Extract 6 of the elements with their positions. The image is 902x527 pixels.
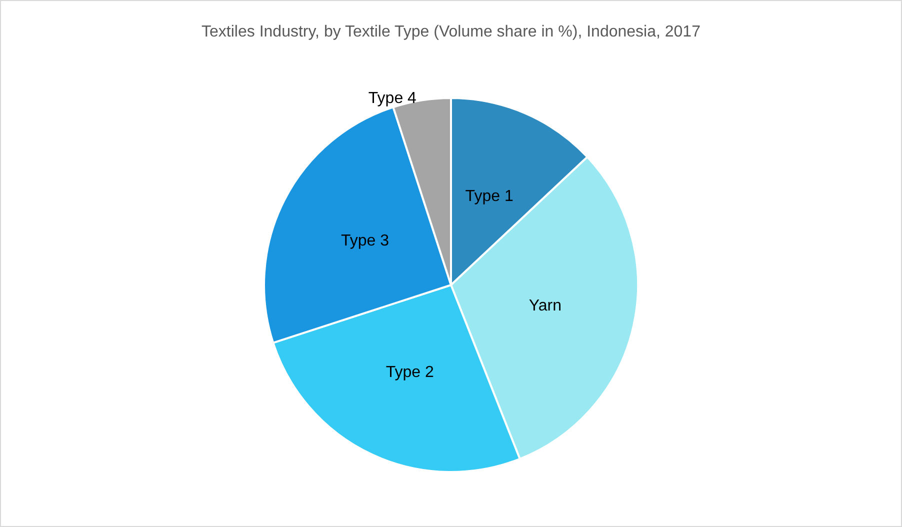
slice-label: Yarn bbox=[528, 298, 562, 315]
slice-label: Type 3 bbox=[341, 232, 390, 250]
slice-label: Type 4 bbox=[368, 90, 417, 107]
chart-title: Textiles Industry, by Textile Type (Volume share in %), Indonesia, 2017 bbox=[202, 24, 701, 40]
slice-label: Type 1 bbox=[465, 188, 514, 205]
slice-label: Type 2 bbox=[386, 364, 434, 381]
